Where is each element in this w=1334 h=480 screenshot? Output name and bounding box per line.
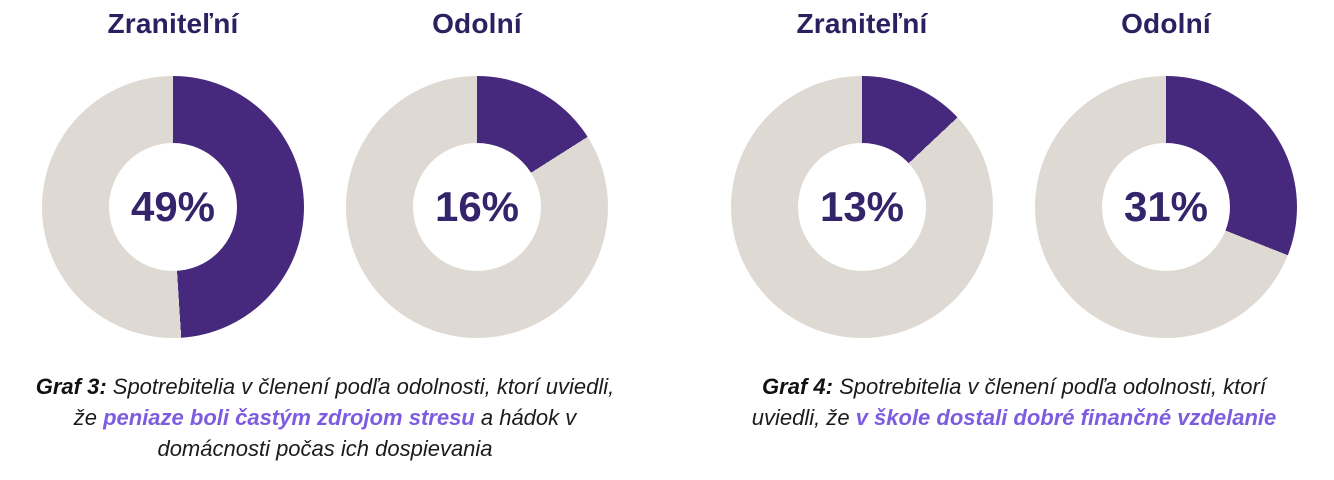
donut-hole: 16% — [413, 143, 541, 271]
donut-ring: 49% — [42, 76, 304, 338]
caption-text-after: a hádok v domácnosti počas ich dospievan… — [157, 405, 577, 461]
caption-text-before: Spotrebitelia v členení podľa odolnosti,… — [751, 374, 1266, 430]
graf3-caption: Graf 3: Spotrebitelia v členení podľa od… — [22, 371, 628, 464]
chart-title-zranitelni: Zraniteľní — [107, 8, 239, 39]
donut-ring: 13% — [731, 76, 993, 338]
donut-center-value: 13% — [819, 183, 905, 230]
graf4-group: Zraniteľní 13% Odolní 31% Graf 4: Spotre… — [716, 8, 1312, 480]
graf4-caption: Graf 4: Spotrebitelia v členení podľa od… — [731, 371, 1297, 433]
chart-title-odolni: Odolní — [432, 8, 522, 39]
donut-ring: 31% — [1035, 76, 1297, 338]
donut-chart-graf4-zranitelni: Zraniteľní 13% — [731, 8, 993, 338]
caption-prefix: Graf 4: — [762, 374, 833, 399]
chart-title-odolni: Odolní — [1121, 8, 1211, 39]
donut-hole: 31% — [1102, 143, 1230, 271]
graf4-charts-row: Zraniteľní 13% Odolní 31% — [731, 8, 1297, 338]
donut-center-value: 31% — [1123, 183, 1209, 230]
graf3-charts-row: Zraniteľní 49% Odolní 16% — [42, 8, 608, 338]
caption-highlight: peniaze boli častým zdrojom stresu — [103, 405, 475, 430]
donut-chart-graf4-odolni: Odolní 31% — [1035, 8, 1297, 338]
donut-chart-graf3-odolni: Odolní 16% — [346, 8, 608, 338]
donut-center-value: 49% — [130, 183, 216, 230]
graf3-group: Zraniteľní 49% Odolní 16% Graf 3: Spotre… — [20, 8, 630, 480]
caption-prefix: Graf 3: — [35, 374, 107, 399]
donut-ring: 16% — [346, 76, 608, 338]
donut-hole: 49% — [109, 143, 237, 271]
caption-text-before: Spotrebitelia v členení podľa odolnosti,… — [73, 374, 615, 430]
chart-title-zranitelni: Zraniteľní — [796, 8, 928, 39]
donut-hole: 13% — [798, 143, 926, 271]
caption-highlight: v škole dostali dobré finančné vzdelanie — [855, 405, 1277, 430]
donut-chart-graf3-zranitelni: Zraniteľní 49% — [42, 8, 304, 338]
donut-center-value: 16% — [434, 183, 520, 230]
